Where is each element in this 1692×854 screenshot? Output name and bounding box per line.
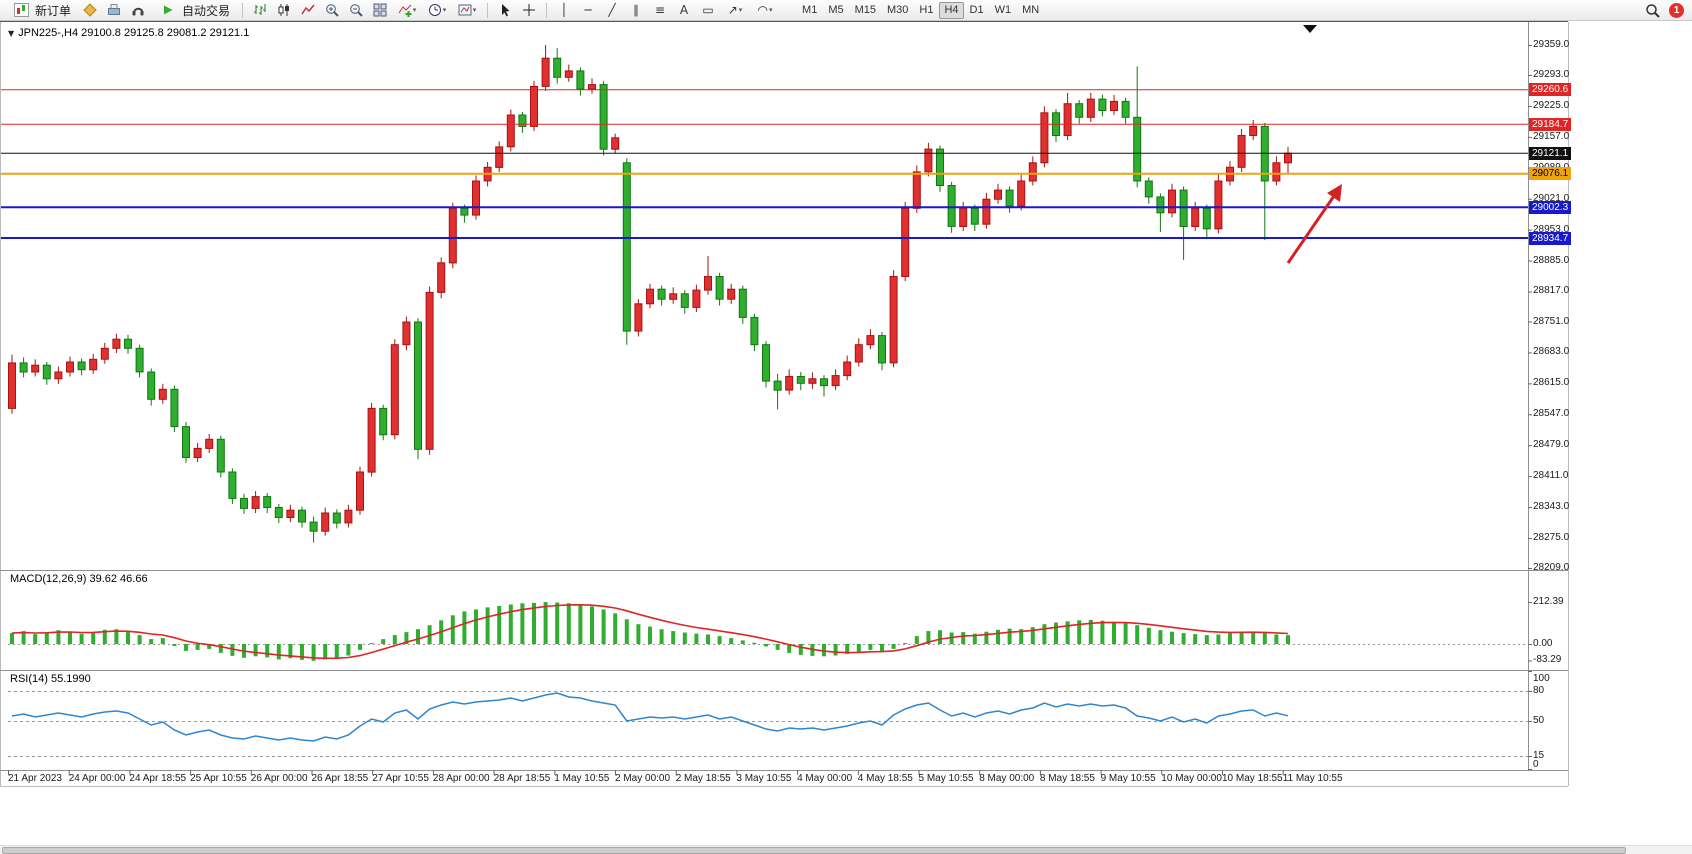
toolbar-separator [487,2,489,18]
symbol-ohlc-text: JPN225-,H4 29100.8 29125.8 29081.2 29121… [18,27,250,39]
crosshair-tool-icon[interactable] [518,1,540,19]
price-axis[interactable] [1529,22,1569,770]
main-toolbar: 新订单 自动交易 ▾ ▾ ▾ [0,0,1692,21]
horizontal-line-tool[interactable]: ─ [584,3,592,17]
horizontal-scrollbar[interactable] [0,845,1692,854]
annotation-arrow-head [1327,184,1342,202]
panel-separator-macd[interactable] [0,568,1568,573]
macd-histogram [10,602,1290,661]
arrows-shapes-tool[interactable]: ↗ ▾ [727,3,743,17]
autotrading-label: 自动交易 [182,3,231,18]
timeframe-button-MN[interactable]: MN [1022,4,1040,16]
new-order-button[interactable]: 新订单 [4,1,77,19]
periods-clock-icon[interactable]: ▾ [423,1,451,19]
rsi-label: RSI(14) 55.1990 [10,673,91,685]
candles-layer [8,45,1292,543]
current-bar-marker [1303,25,1317,33]
templates-icon[interactable]: ▾ [453,1,481,19]
new-order-icon [10,1,32,19]
channel-tool[interactable]: ∥ [633,3,640,17]
notification-badge[interactable]: 1 [1669,2,1684,18]
macd-label: MACD(12,26,9) 39.62 46.66 [10,573,148,585]
toolbar-separator [546,2,548,18]
cycle-lines-tool[interactable]: ◠ ▾ [757,3,773,17]
autotrading-button[interactable]: 自动交易 [151,1,236,19]
macd-panel[interactable] [8,572,1528,668]
headset-icon[interactable] [127,1,149,19]
time-axis[interactable] [0,771,1528,786]
timeframe-button-M15[interactable]: M15 [854,4,876,16]
rsi-panel[interactable] [8,672,1528,768]
scrollbar-thumb[interactable] [2,847,1626,854]
bar-chart-icon[interactable] [249,1,271,19]
timeframe-button-M1[interactable]: M1 [802,4,818,16]
macd-signal-line [11,603,1289,660]
search-icon[interactable] [1641,1,1663,19]
text-tool[interactable]: A [679,3,689,17]
collapse-icon[interactable]: ▼ [8,28,15,38]
timeframe-button-M5[interactable]: M5 [828,4,844,16]
new-order-label: 新订单 [35,3,72,18]
notification-count: 1 [1673,4,1680,16]
trendline-tool[interactable]: ╱ [608,3,616,17]
timeframe-group: M1 M5 M15 M30 H1 H4 D1 W1 MN [797,1,1044,19]
print-icon[interactable] [103,1,125,19]
zoom-in-icon[interactable] [321,1,343,19]
annotation-arrow [1286,195,1336,264]
timeframe-button-H1[interactable]: H1 [919,4,934,16]
candlestick-chart-icon[interactable] [273,1,295,19]
timeframe-button-D1[interactable]: D1 [969,4,984,16]
cursor-tool-icon[interactable] [494,1,516,19]
metaeditor-icon[interactable] [79,1,101,19]
text-label-tool[interactable]: ▭ [702,3,714,17]
fibonacci-tool[interactable]: ≡ [655,3,666,17]
play-icon [157,1,179,19]
panel-separator-rsi[interactable] [0,668,1568,673]
zoom-out-icon[interactable] [345,1,367,19]
rsi-line [11,692,1289,742]
chart-title: ▼ JPN225-,H4 29100.8 29125.8 29081.2 291… [8,27,249,39]
timeframe-button-H4[interactable]: H4 [939,1,964,19]
tile-windows-icon[interactable] [369,1,391,19]
toolbar-right-group: 1 [1641,1,1688,19]
toolbar-separator [242,2,244,18]
chart-plot-area[interactable] [8,22,1528,568]
timeframe-button-W1[interactable]: W1 [994,4,1012,16]
indicators-icon[interactable]: ▾ [393,1,421,19]
vertical-line-tool[interactable]: │ [560,3,568,17]
timeframe-button-M30[interactable]: M30 [887,4,909,16]
line-chart-icon[interactable] [297,1,319,19]
